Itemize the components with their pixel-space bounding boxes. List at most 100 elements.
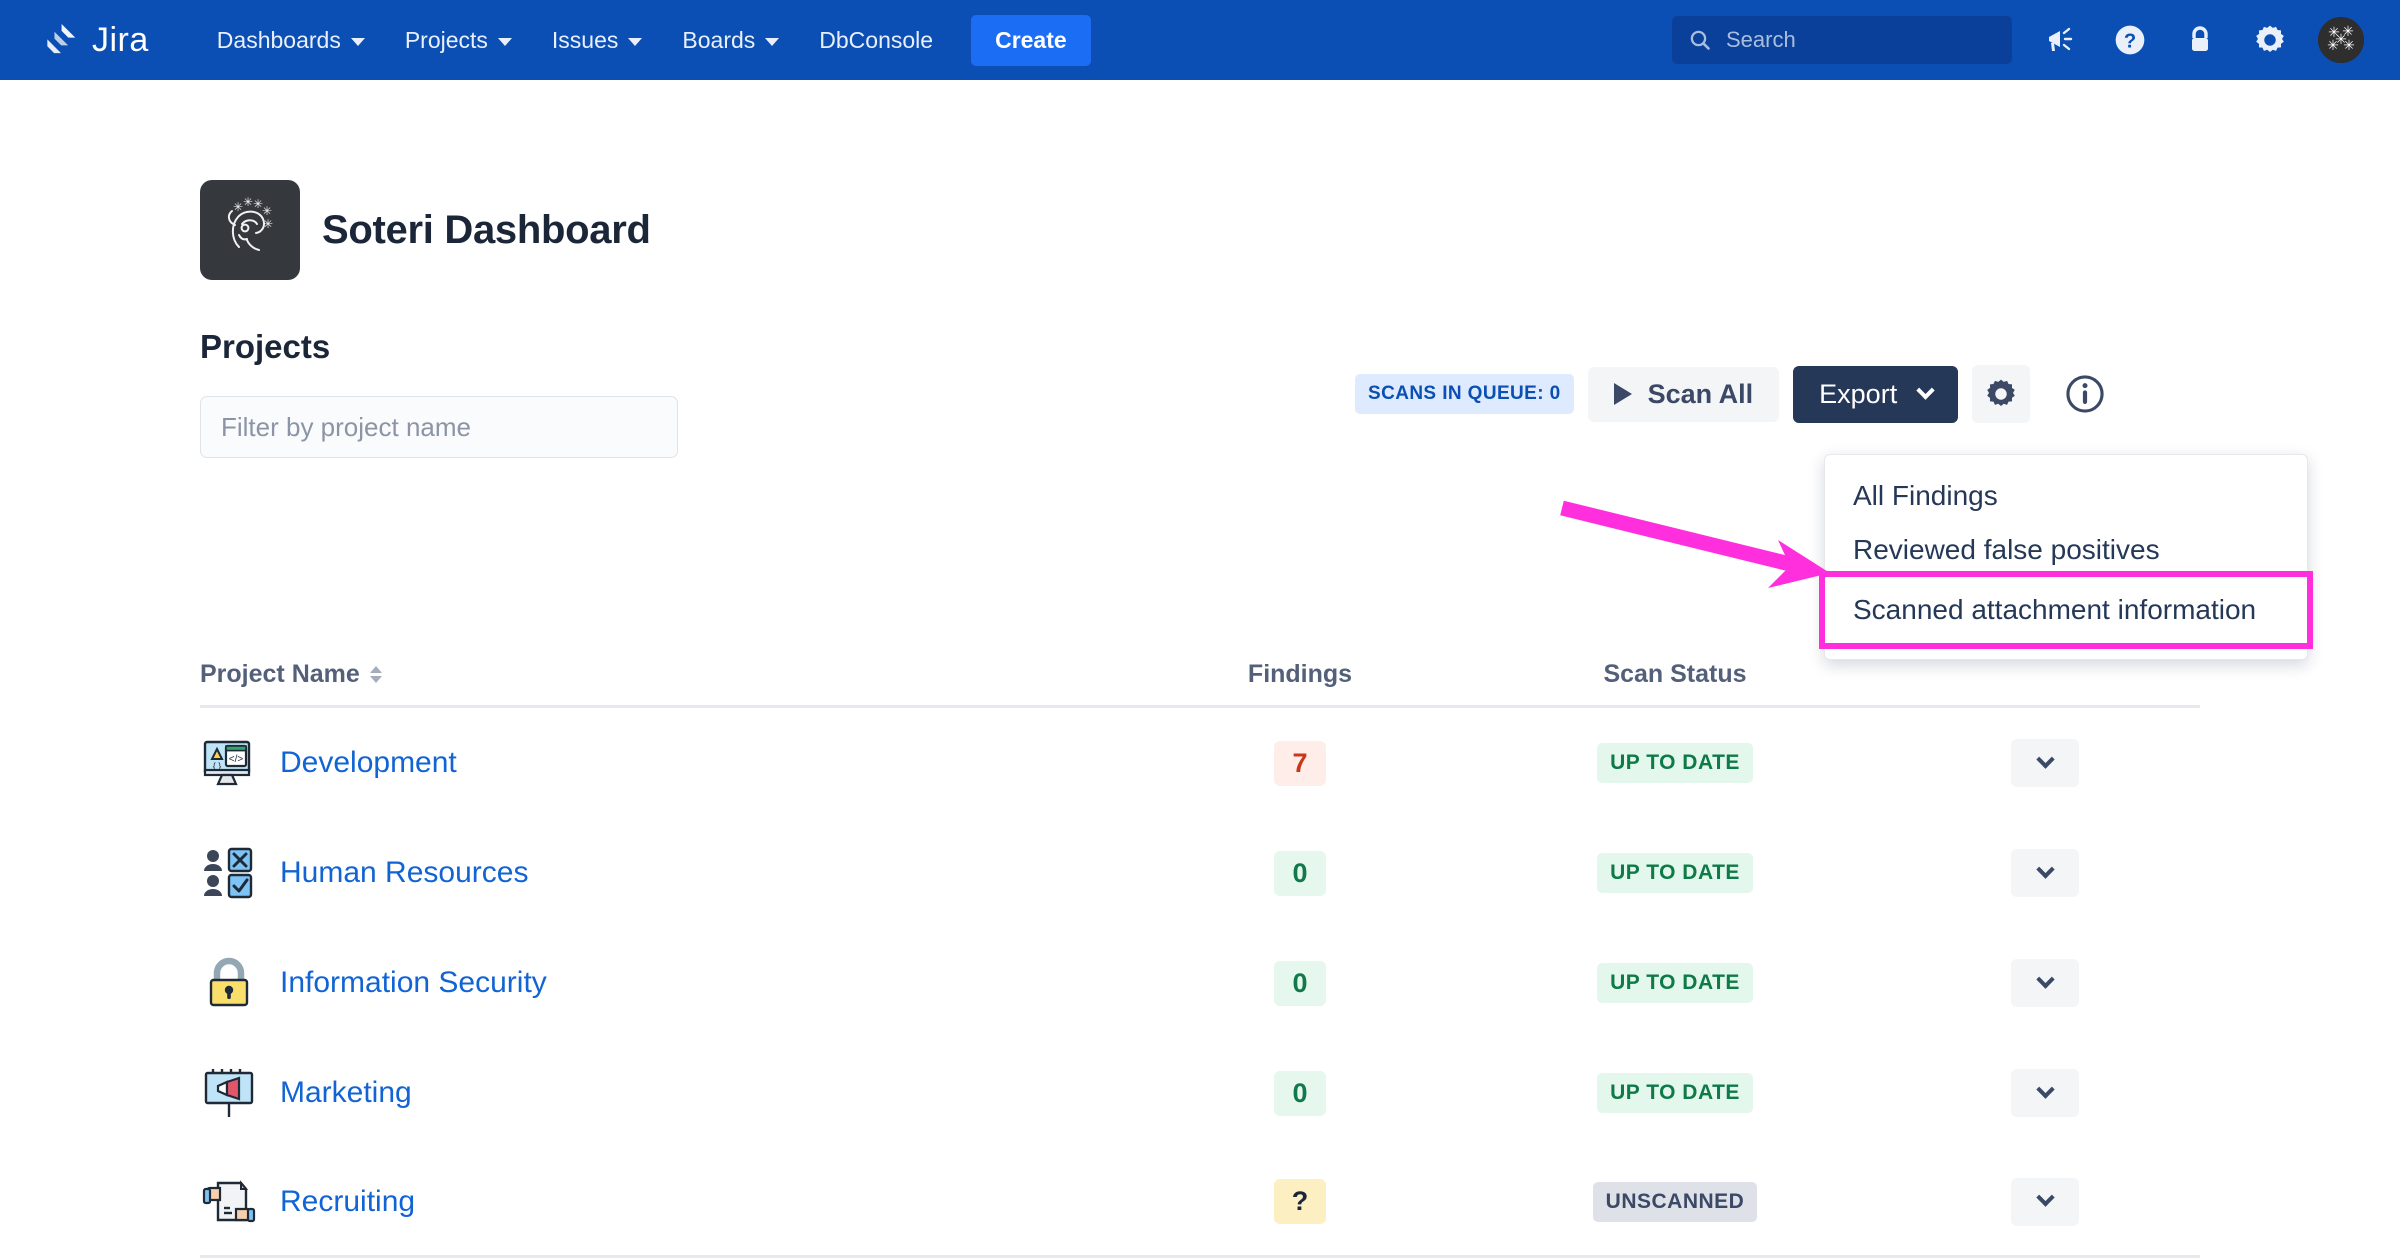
nav-item-boards[interactable]: Boards — [662, 17, 799, 64]
nav-item-dashboards[interactable]: Dashboards — [197, 17, 385, 64]
findings-badge: 0 — [1274, 960, 1326, 1006]
export-menu-item-all-findings[interactable]: All Findings — [1853, 480, 1998, 511]
create-button[interactable]: Create — [971, 14, 1091, 66]
settings-gear-button[interactable] — [1972, 365, 2031, 423]
column-header-scan-status: Scan Status — [1460, 660, 1890, 689]
chevron-down-icon — [350, 38, 365, 46]
project-link[interactable]: Human Resources — [280, 856, 529, 889]
lock-icon[interactable] — [2178, 18, 2222, 62]
sort-toggle-icon[interactable] — [369, 666, 382, 683]
chevron-down-icon — [628, 38, 643, 46]
findings-badge: 7 — [1274, 740, 1326, 786]
nav-label: Projects — [404, 26, 488, 53]
svg-text:✳: ✳ — [2335, 31, 2347, 47]
cell-scan-status: UP TO DATE — [1460, 963, 1890, 1003]
cell-actions — [1890, 959, 2200, 1007]
table-row: { } </> Development 7 UP TO DATE — [200, 708, 2200, 818]
help-icon[interactable]: ? — [2108, 18, 2152, 62]
nav-label: DbConsole — [819, 26, 934, 53]
search-placeholder: Search — [1726, 27, 1796, 52]
jira-brand-text: Jira — [92, 20, 149, 59]
cell-scan-status: UP TO DATE — [1460, 1073, 1890, 1113]
handshake-document-icon — [200, 1173, 258, 1231]
column-label: Project Name — [200, 660, 360, 688]
cell-scan-status: UP TO DATE — [1460, 853, 1890, 893]
search-input[interactable]: Search — [1672, 16, 2012, 64]
play-icon — [1613, 383, 1632, 405]
table-row: Marketing 0 UP TO DATE — [200, 1038, 2200, 1148]
chevron-down-icon — [2035, 1188, 2055, 1207]
export-label: Export — [1819, 378, 1898, 409]
nav-menu: Dashboards Projects Issues Boards DbCons… — [197, 14, 1091, 66]
row-menu-button[interactable] — [2011, 1177, 2079, 1226]
info-button[interactable] — [2060, 369, 2110, 419]
table-row: Information Security 0 UP TO DATE — [200, 928, 2200, 1038]
row-menu-button[interactable] — [2011, 849, 2079, 897]
svg-text:✳: ✳ — [233, 200, 243, 214]
chevron-down-icon — [765, 38, 780, 46]
project-link[interactable]: Marketing — [280, 1076, 412, 1109]
search-icon — [1690, 30, 1710, 50]
project-link[interactable]: Development — [280, 746, 457, 779]
column-label: Scan Status — [1603, 660, 1747, 688]
top-navigation-bar: Jira Dashboards Projects Issues Boards D… — [0, 0, 2400, 80]
column-label: Findings — [1247, 660, 1353, 688]
export-button[interactable]: Export — [1793, 365, 1959, 423]
cell-scan-status: UP TO DATE — [1460, 743, 1890, 783]
row-menu-button[interactable] — [2011, 1069, 2079, 1117]
cell-actions — [1890, 739, 2200, 787]
nav-item-projects[interactable]: Projects — [385, 17, 532, 64]
billboard-megaphone-icon — [200, 1064, 258, 1122]
page-body: ✳ ✳ ✳ ✳ ✳ Soteri Dashboard Projects Filter… — [0, 80, 2400, 1258]
column-header-project-name[interactable]: Project Name — [200, 660, 1140, 689]
page-title: Soteri Dashboard — [322, 207, 651, 252]
jira-logo[interactable]: Jira — [42, 21, 149, 60]
info-circle-icon — [2066, 375, 2104, 413]
sort-descending-icon — [369, 676, 382, 683]
scan-all-button[interactable]: Scan All — [1587, 366, 1780, 422]
status-badge: UP TO DATE — [1597, 1073, 1753, 1113]
nav-item-issues[interactable]: Issues — [532, 17, 662, 64]
scan-all-label: Scan All — [1647, 378, 1754, 409]
table-row: Human Resources 0 UP TO DATE — [200, 818, 2200, 928]
column-header-findings: Findings — [1140, 660, 1460, 689]
row-menu-button[interactable] — [2011, 739, 2079, 787]
svg-text:✳: ✳ — [2343, 37, 2355, 53]
cell-project-name: Recruiting — [200, 1173, 1140, 1231]
project-link[interactable]: Information Security — [280, 966, 547, 999]
filter-project-name-input[interactable]: Filter by project name — [200, 396, 678, 458]
export-dropdown-menu: All Findings Reviewed false positives Sc… — [1819, 454, 2313, 660]
project-link[interactable]: Recruiting — [280, 1184, 416, 1218]
svg-text:✳: ✳ — [263, 217, 273, 231]
development-monitor-icon: { } </> — [200, 734, 258, 792]
row-menu-button[interactable] — [2011, 959, 2079, 1007]
cell-project-name: { } </> Development — [200, 734, 1140, 792]
export-menu-item-scanned-attachment-information[interactable]: Scanned attachment information — [1819, 571, 2313, 649]
svg-text:✳: ✳ — [243, 195, 253, 209]
settings-gear-icon[interactable] — [2248, 18, 2292, 62]
chevron-down-icon — [1916, 380, 1935, 400]
cell-findings: 0 — [1140, 850, 1460, 896]
findings-badge: 0 — [1274, 1070, 1326, 1116]
table-header-row: Project Name Findings Scan Status — [200, 660, 2200, 708]
findings-badge: 0 — [1274, 850, 1326, 896]
megaphone-icon[interactable] — [2038, 18, 2082, 62]
cell-actions — [1890, 1177, 2200, 1226]
projects-section-title: Projects — [200, 328, 331, 365]
cell-findings: 7 — [1140, 740, 1460, 786]
cell-project-name: Marketing — [200, 1064, 1140, 1122]
jira-logo-icon — [42, 21, 80, 59]
nav-label: Boards — [682, 26, 756, 53]
nav-label: Dashboards — [216, 26, 341, 53]
nav-right-group: Search ? — [1672, 0, 2364, 80]
nav-item-dbconsole[interactable]: DbConsole — [799, 17, 953, 64]
status-badge: UNSCANNED — [1592, 1181, 1758, 1222]
svg-text:</>: </> — [229, 754, 244, 765]
user-avatar[interactable]: ✳ ✳ ✳ ✳ ✳ — [2318, 17, 2364, 63]
human-resources-icon — [200, 844, 258, 902]
projects-table: Project Name Findings Scan Status — [200, 660, 2200, 1258]
export-menu-item-reviewed-false-positives[interactable]: Reviewed false positives — [1853, 534, 2160, 565]
svg-text:?: ? — [2124, 30, 2136, 52]
chevron-down-icon — [2035, 859, 2055, 879]
svg-text:{ }: { } — [213, 761, 222, 771]
